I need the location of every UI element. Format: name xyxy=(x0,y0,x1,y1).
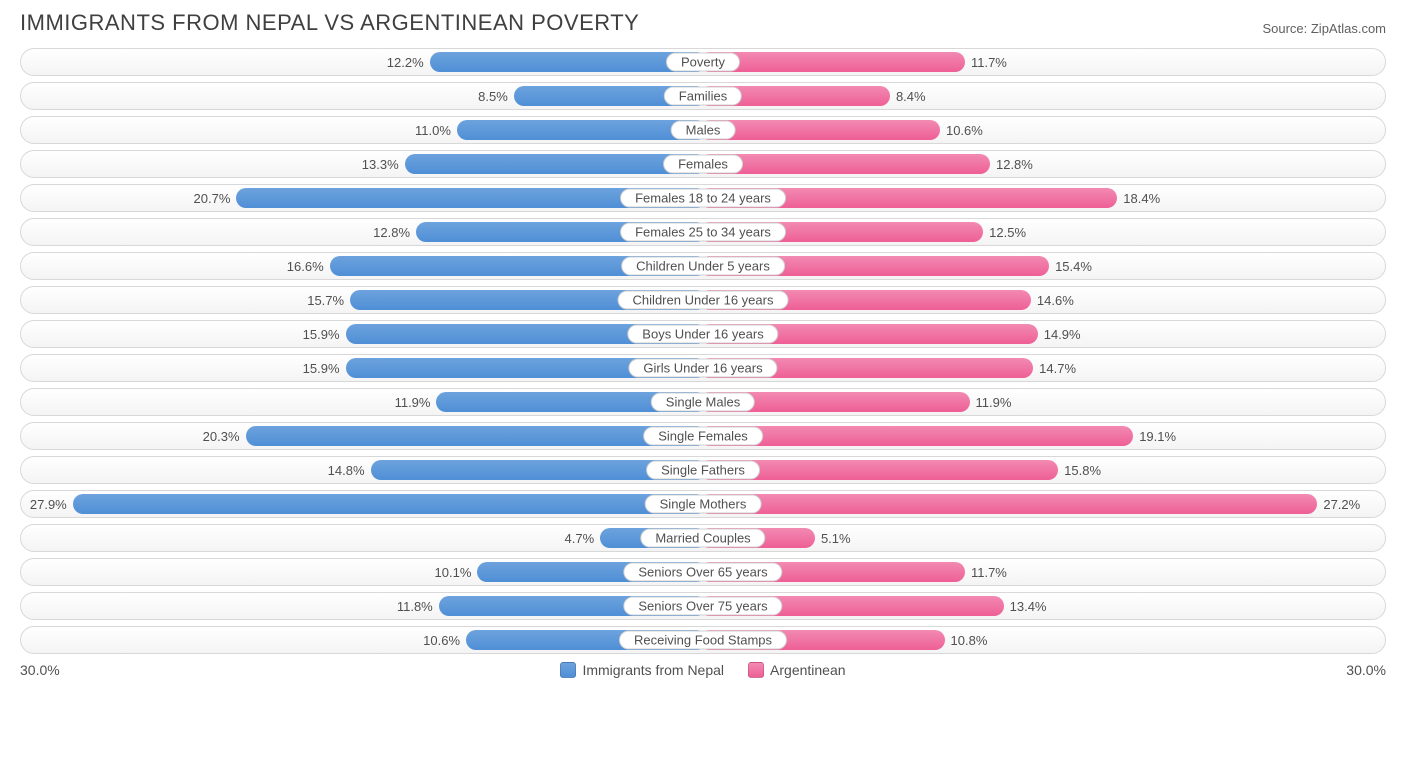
legend-swatch-left xyxy=(560,662,576,678)
axis-max-left: 30.0% xyxy=(20,662,60,678)
bar-row: 20.3% 19.1% Single Females xyxy=(20,422,1386,450)
value-right: 19.1% xyxy=(1139,426,1176,446)
value-left: 10.1% xyxy=(435,562,472,582)
bar-row: 10.1% 11.7% Seniors Over 65 years xyxy=(20,558,1386,586)
category-label: Children Under 16 years xyxy=(618,291,789,310)
value-right: 5.1% xyxy=(821,528,851,548)
value-left: 4.7% xyxy=(565,528,595,548)
source-label: Source: ZipAtlas.com xyxy=(1262,21,1386,36)
category-label: Families xyxy=(664,87,742,106)
bar-left xyxy=(457,120,707,140)
category-label: Single Males xyxy=(651,393,755,412)
bar-row: 15.7% 14.6% Children Under 16 years xyxy=(20,286,1386,314)
value-left: 13.3% xyxy=(362,154,399,174)
bar-row: 13.3% 12.8% Females xyxy=(20,150,1386,178)
header: IMMIGRANTS FROM NEPAL VS ARGENTINEAN POV… xyxy=(20,10,1386,36)
category-label: Receiving Food Stamps xyxy=(619,631,787,650)
bar-row: 11.8% 13.4% Seniors Over 75 years xyxy=(20,592,1386,620)
value-left: 11.8% xyxy=(397,596,433,616)
value-right: 15.4% xyxy=(1055,256,1092,276)
value-left: 14.8% xyxy=(328,460,365,480)
category-label: Girls Under 16 years xyxy=(628,359,777,378)
value-right: 14.7% xyxy=(1039,358,1076,378)
value-left: 11.9% xyxy=(395,392,431,412)
value-right: 10.6% xyxy=(946,120,983,140)
bar-row: 11.0% 10.6% Males xyxy=(20,116,1386,144)
value-left: 15.9% xyxy=(303,358,340,378)
value-right: 12.8% xyxy=(996,154,1033,174)
value-left: 8.5% xyxy=(478,86,508,106)
value-right: 13.4% xyxy=(1010,596,1047,616)
value-left: 15.9% xyxy=(303,324,340,344)
value-right: 11.9% xyxy=(976,392,1012,412)
value-right: 14.9% xyxy=(1044,324,1081,344)
category-label: Females xyxy=(663,155,743,174)
value-left: 12.8% xyxy=(373,222,410,242)
legend-item-right: Argentinean xyxy=(748,662,846,678)
legend-swatch-right xyxy=(748,662,764,678)
category-label: Females 25 to 34 years xyxy=(620,223,786,242)
bar-row: 8.5% 8.4% Families xyxy=(20,82,1386,110)
category-label: Males xyxy=(671,121,736,140)
bar-right xyxy=(699,426,1133,446)
value-left: 20.3% xyxy=(203,426,240,446)
bar-left xyxy=(73,494,707,514)
bar-row: 4.7% 5.1% Married Couples xyxy=(20,524,1386,552)
bar-row: 12.8% 12.5% Females 25 to 34 years xyxy=(20,218,1386,246)
legend-label-left: Immigrants from Nepal xyxy=(582,662,724,678)
category-label: Seniors Over 65 years xyxy=(623,563,782,582)
legend-item-left: Immigrants from Nepal xyxy=(560,662,724,678)
category-label: Single Females xyxy=(643,427,763,446)
value-right: 15.8% xyxy=(1064,460,1101,480)
legend-label-right: Argentinean xyxy=(770,662,846,678)
value-right: 27.2% xyxy=(1323,494,1360,514)
value-right: 12.5% xyxy=(989,222,1026,242)
category-label: Single Fathers xyxy=(646,461,760,480)
diverging-bar-chart: 12.2% 11.7% Poverty 8.5% 8.4% Families 11.0% 10… xyxy=(20,48,1386,654)
bar-left xyxy=(405,154,707,174)
footer: 30.0% Immigrants from Nepal Argentinean … xyxy=(20,662,1386,678)
value-right: 11.7% xyxy=(971,52,1007,72)
axis-max-right: 30.0% xyxy=(1346,662,1386,678)
value-left: 10.6% xyxy=(423,630,460,650)
category-label: Poverty xyxy=(666,53,740,72)
value-right: 14.6% xyxy=(1037,290,1074,310)
value-right: 8.4% xyxy=(896,86,926,106)
value-left: 11.0% xyxy=(415,120,451,140)
bar-row: 15.9% 14.9% Boys Under 16 years xyxy=(20,320,1386,348)
bar-left xyxy=(246,426,707,446)
bar-right xyxy=(699,494,1317,514)
bar-row: 11.9% 11.9% Single Males xyxy=(20,388,1386,416)
bar-row: 14.8% 15.8% Single Fathers xyxy=(20,456,1386,484)
bar-row: 12.2% 11.7% Poverty xyxy=(20,48,1386,76)
category-label: Boys Under 16 years xyxy=(627,325,778,344)
chart-title: IMMIGRANTS FROM NEPAL VS ARGENTINEAN POV… xyxy=(20,10,639,36)
value-left: 27.9% xyxy=(30,494,67,514)
value-right: 10.8% xyxy=(951,630,988,650)
value-left: 15.7% xyxy=(307,290,344,310)
bar-row: 15.9% 14.7% Girls Under 16 years xyxy=(20,354,1386,382)
legend: Immigrants from Nepal Argentinean xyxy=(560,662,845,678)
category-label: Single Mothers xyxy=(645,495,762,514)
category-label: Seniors Over 75 years xyxy=(623,597,782,616)
category-label: Children Under 5 years xyxy=(621,257,785,276)
category-label: Females 18 to 24 years xyxy=(620,189,786,208)
bar-row: 27.9% 27.2% Single Mothers xyxy=(20,490,1386,518)
bar-row: 10.6% 10.8% Receiving Food Stamps xyxy=(20,626,1386,654)
value-right: 11.7% xyxy=(971,562,1007,582)
value-left: 20.7% xyxy=(194,188,231,208)
category-label: Married Couples xyxy=(640,529,765,548)
value-left: 16.6% xyxy=(287,256,324,276)
value-right: 18.4% xyxy=(1123,188,1160,208)
bar-row: 16.6% 15.4% Children Under 5 years xyxy=(20,252,1386,280)
value-left: 12.2% xyxy=(387,52,424,72)
bar-row: 20.7% 18.4% Females 18 to 24 years xyxy=(20,184,1386,212)
